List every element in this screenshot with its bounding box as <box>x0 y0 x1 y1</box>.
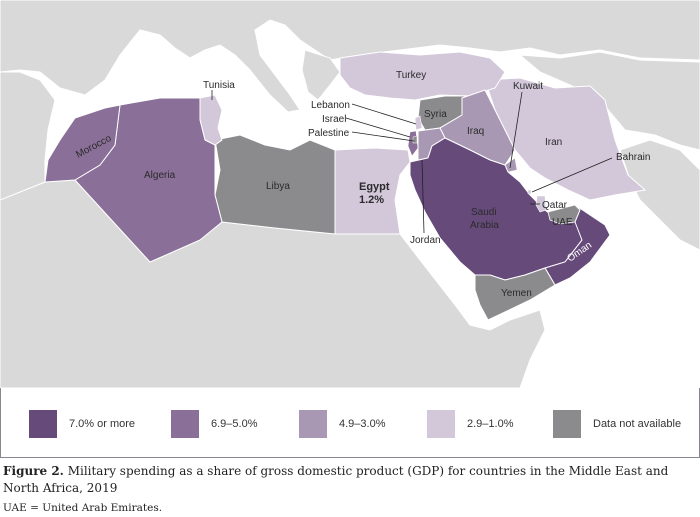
label-saudi-arabia-line2: Arabia <box>470 220 499 231</box>
map-svg: Turkey Kuwait Tunisia Lebanon Israel Pal… <box>0 0 700 388</box>
legend: 7.0% or more 6.9–5.0% 4.9–3.0% 2.9–1.0% … <box>0 388 700 458</box>
label-egypt: Egypt <box>359 181 390 193</box>
country-palestine <box>412 135 418 144</box>
legend-label: 2.9–1.0% <box>467 418 514 430</box>
legend-label: 4.9–3.0% <box>339 418 386 430</box>
legend-label: 7.0% or more <box>69 418 136 430</box>
label-jordan: Jordan <box>410 235 441 246</box>
country-lebanon <box>414 115 423 131</box>
figure-caption: Figure 2. Military spending as a share o… <box>3 463 697 497</box>
legend-item-2-9-1-0: 2.9–1.0% <box>427 410 513 438</box>
label-egypt-value: 1.2% <box>359 194 384 206</box>
label-algeria: Algeria <box>144 170 176 181</box>
label-palestine: Palestine <box>308 128 350 139</box>
label-uae: UAE <box>552 217 573 228</box>
legend-swatch <box>29 410 57 438</box>
legend-label: Data not available <box>593 418 682 430</box>
country-egypt <box>334 147 411 235</box>
label-iran: Iran <box>545 137 562 148</box>
label-lebanon: Lebanon <box>311 100 350 111</box>
label-yemen: Yemen <box>501 288 532 299</box>
label-bahrain: Bahrain <box>616 152 650 163</box>
label-syria: Syria <box>424 109 447 120</box>
label-libya: Libya <box>266 181 290 192</box>
label-turkey: Turkey <box>396 70 426 81</box>
legend-item-4-9-3-0: 4.9–3.0% <box>299 410 385 438</box>
label-qatar: Qatar <box>542 200 568 211</box>
footnote: UAE = United Arab Emirates. <box>3 502 163 514</box>
leader-lines <box>211 90 613 234</box>
legend-swatch <box>299 410 327 438</box>
label-kuwait: Kuwait <box>513 81 543 92</box>
figure-caption-text: Military spending as a share of gross do… <box>3 464 669 495</box>
label-saudi-arabia-line1: Saudi <box>471 207 497 218</box>
legend-label: 6.9–5.0% <box>211 418 258 430</box>
country-qatar <box>535 195 547 213</box>
label-tunisia: Tunisia <box>203 80 235 91</box>
figure-label: Figure 2. <box>3 464 64 478</box>
country-morocco <box>44 104 121 183</box>
legend-swatch <box>171 410 199 438</box>
legend-item-6-9-5-0: 6.9–5.0% <box>171 410 257 438</box>
legend-swatch <box>427 410 455 438</box>
map: Turkey Kuwait Tunisia Lebanon Israel Pal… <box>0 0 700 388</box>
legend-item-7-plus: 7.0% or more <box>29 410 135 438</box>
label-israel: Israel <box>322 114 346 125</box>
country-bahrain <box>527 189 532 195</box>
country-yemen <box>474 267 556 321</box>
country-libya <box>214 134 336 235</box>
legend-item-no-data: Data not available <box>553 410 681 438</box>
legend-swatch <box>553 410 581 438</box>
label-iraq: Iraq <box>467 126 484 137</box>
